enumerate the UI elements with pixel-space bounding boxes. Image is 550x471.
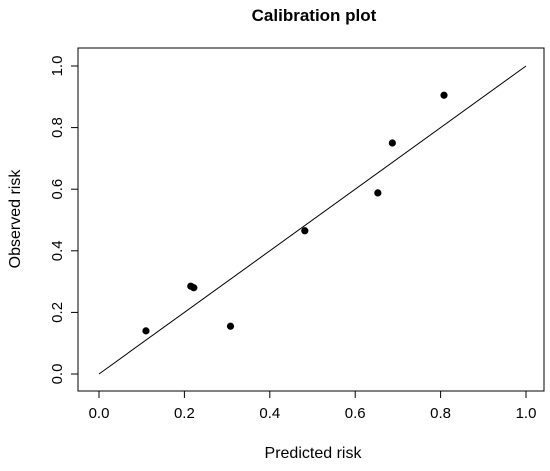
data-point: [190, 284, 198, 292]
y-tick-label: 0.4: [49, 240, 66, 261]
plot-frame: [77, 47, 545, 392]
y-axis: 0.0 0.2 0.4 0.6 0.8 1.0: [49, 56, 79, 385]
y-tick-label: 0.6: [49, 179, 66, 200]
y-tick-label: 1.0: [49, 56, 66, 77]
y-tick-label: 0.8: [49, 117, 66, 138]
y-tick-label: 0.0: [49, 364, 66, 385]
x-tick-label: 0.2: [174, 405, 195, 422]
x-tick-label: 0.8: [430, 405, 451, 422]
x-tick-label: 0.6: [345, 405, 366, 422]
data-point: [374, 189, 382, 197]
data-points: [142, 91, 448, 335]
y-tick-label: 0.2: [49, 302, 66, 323]
data-point: [142, 327, 150, 335]
data-point: [440, 91, 448, 99]
x-tick-label: 1.0: [516, 405, 537, 422]
y-axis-label: Observed risk: [7, 169, 24, 269]
chart-title: Calibration plot: [252, 6, 377, 25]
x-axis-label: Predicted risk: [265, 445, 363, 462]
data-point: [388, 139, 396, 147]
x-axis: 0.0 0.2 0.4 0.6 0.8 1.0: [89, 390, 537, 422]
data-point: [226, 322, 235, 330]
data-point: [301, 227, 309, 235]
x-tick-label: 0.4: [259, 405, 280, 422]
reference-diagonal-line: [98, 65, 527, 375]
x-tick-label: 0.0: [89, 405, 110, 422]
